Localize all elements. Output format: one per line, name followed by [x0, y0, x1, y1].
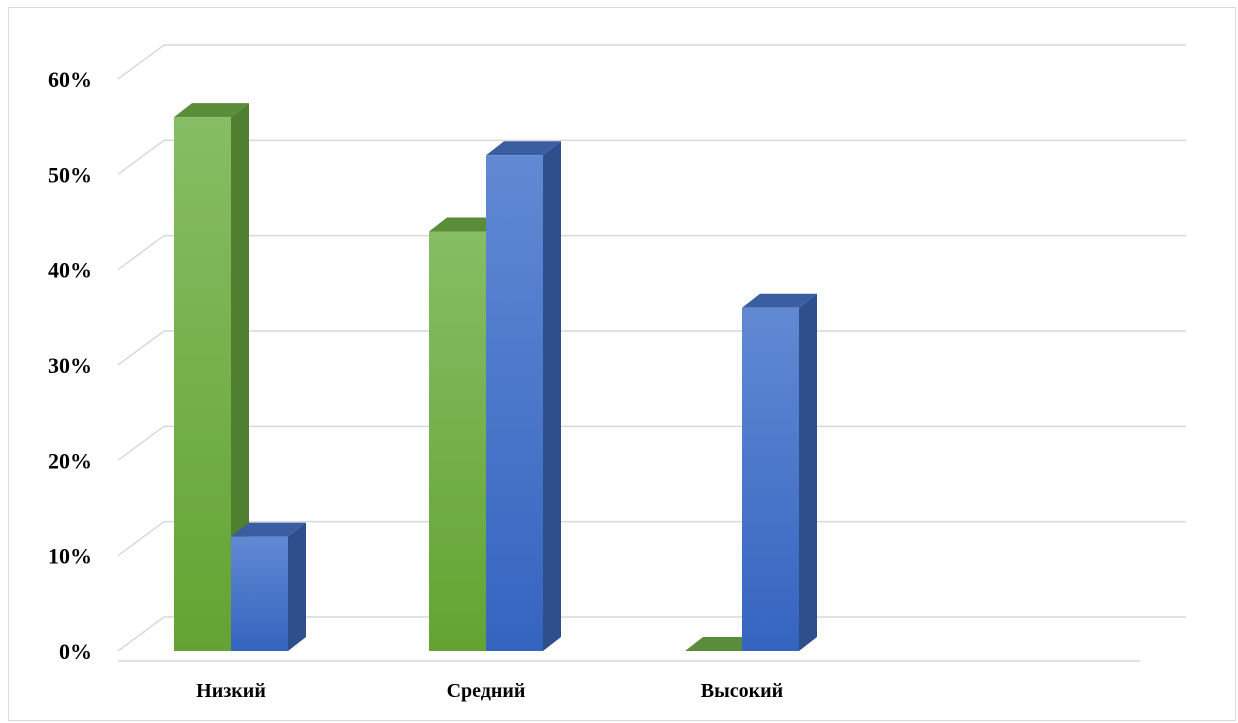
- bars-layer: [174, 103, 817, 651]
- bar-front: [486, 155, 543, 651]
- bar-front: [742, 308, 799, 651]
- gridline: [118, 140, 1186, 174]
- bar: [742, 294, 817, 651]
- bar-front: [174, 117, 231, 651]
- y-tick-label: 20%: [48, 448, 92, 473]
- gridline: [118, 331, 1186, 365]
- y-tick-label: 30%: [48, 353, 92, 378]
- y-tick-label: 0%: [59, 639, 92, 664]
- bar-front: [429, 232, 486, 651]
- gridline: [118, 426, 1186, 460]
- bar-side: [543, 141, 561, 651]
- gridline: [118, 236, 1186, 270]
- y-tick-label: 60%: [48, 67, 92, 92]
- bar-side: [799, 294, 817, 651]
- gridline: [118, 45, 1186, 79]
- bar: [486, 141, 561, 651]
- y-tick-label: 40%: [48, 258, 92, 283]
- labels-layer: 0% 10% 20% 30% 40% 50% 60% Низкий Средний Высокий: [48, 67, 783, 702]
- y-tick-label: 50%: [48, 162, 92, 187]
- x-tick-label: Низкий: [196, 680, 266, 702]
- bar: [231, 523, 306, 651]
- bar-front: [231, 537, 288, 651]
- bar-side: [288, 523, 306, 651]
- x-tick-label: Средний: [447, 680, 526, 702]
- y-tick-label: 10%: [48, 544, 92, 569]
- x-tick-label: Высокий: [701, 680, 783, 702]
